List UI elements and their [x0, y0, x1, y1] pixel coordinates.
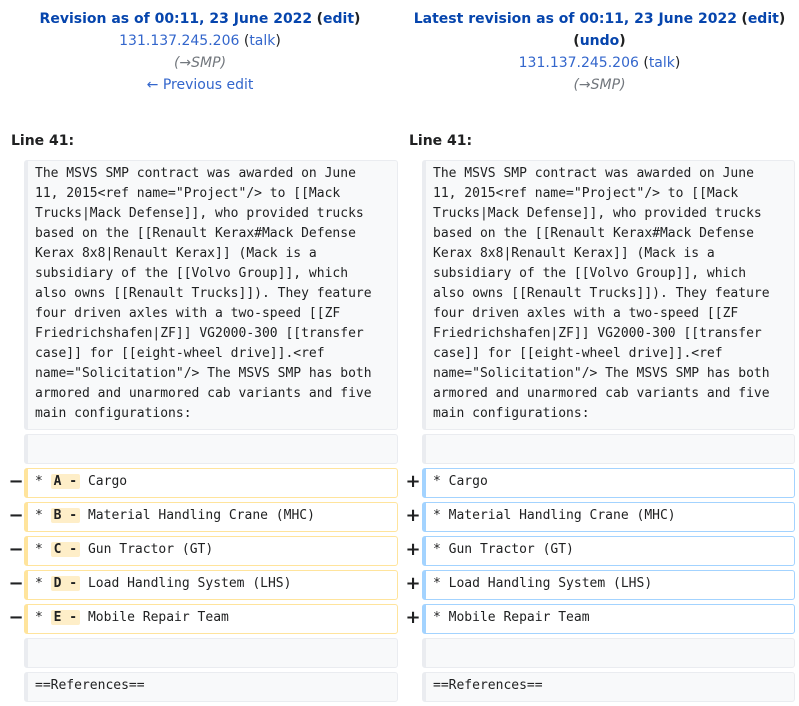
added-line: * Material Handling Crane (MHC)	[422, 502, 795, 532]
old-revision-link[interactable]: Revision as of 00:11, 23 June 2022	[39, 11, 313, 27]
new-revision-title-line: Latest revision as of 00:11, 23 June 202…	[413, 11, 786, 27]
removed-text-highlight: C -	[50, 542, 81, 557]
removed-text-highlight: A -	[50, 474, 81, 489]
references-heading-right: ==References==	[422, 672, 795, 702]
old-talk-link[interactable]: talk	[249, 33, 276, 49]
removed-line: * E - Mobile Repair Team	[24, 604, 398, 634]
deletion-marker: −	[8, 539, 24, 560]
new-talk-link[interactable]: talk	[648, 55, 675, 71]
blank-context-right	[422, 434, 795, 464]
old-revision-title-line: Revision as of 00:11, 23 June 2022 (edit…	[39, 11, 361, 27]
old-user-link[interactable]: 131.137.245.206	[119, 33, 240, 49]
added-line: * Mobile Repair Team	[422, 604, 795, 634]
line-number-left: Line 41:	[11, 133, 75, 149]
added-line: * Cargo	[422, 468, 795, 498]
previous-edit-link[interactable]: ← Previous edit	[146, 77, 254, 93]
old-edit-link[interactable]: edit	[323, 11, 355, 27]
removed-line: * A - Cargo	[24, 468, 398, 498]
references-heading-left: ==References==	[24, 672, 398, 702]
new-user-link[interactable]: 131.137.245.206	[518, 55, 639, 71]
addition-marker: +	[405, 607, 421, 628]
removed-line: * B - Material Handling Crane (MHC)	[24, 502, 398, 532]
old-summary-section-link[interactable]: →SMP	[179, 55, 221, 71]
removed-line: * C - Gun Tractor (GT)	[24, 536, 398, 566]
undo-link[interactable]: undo	[579, 33, 620, 49]
new-user-line: 131.137.245.206 (talk)	[518, 55, 681, 71]
blank-context-left	[24, 434, 398, 464]
addition-marker: +	[405, 505, 421, 526]
addition-marker: +	[405, 573, 421, 594]
removed-text-highlight: D -	[50, 576, 81, 591]
deletion-marker: −	[8, 505, 24, 526]
deletion-marker: −	[8, 607, 24, 628]
added-line: * Gun Tractor (GT)	[422, 536, 795, 566]
deletion-marker: −	[8, 471, 24, 492]
new-edit-link[interactable]: edit	[747, 11, 779, 27]
context-paragraph-left: The MSVS SMP contract was awarded on Jun…	[24, 160, 398, 430]
addition-marker: +	[405, 471, 421, 492]
added-line: * Load Handling System (LHS)	[422, 570, 795, 600]
old-revision-header: Revision as of 00:11, 23 June 2022 (edit…	[0, 8, 400, 96]
new-revision-header: Latest revision as of 00:11, 23 June 202…	[400, 8, 799, 96]
removed-line: * D - Load Handling System (LHS)	[24, 570, 398, 600]
removed-text-highlight: B -	[50, 508, 81, 523]
blank-context-right	[422, 638, 795, 668]
line-number-right: Line 41:	[409, 133, 473, 149]
old-edit-summary: (→SMP)	[173, 55, 227, 71]
old-user-line: 131.137.245.206 (talk)	[119, 33, 281, 49]
deletion-marker: −	[8, 573, 24, 594]
new-summary-section-link[interactable]: →SMP	[578, 77, 621, 93]
blank-context-left	[24, 638, 398, 668]
new-revision-link[interactable]: Latest revision as of 00:11, 23 June 202…	[413, 11, 737, 27]
context-paragraph-right: The MSVS SMP contract was awarded on Jun…	[422, 160, 795, 430]
removed-text-highlight: E -	[50, 610, 81, 625]
new-edit-summary: (→SMP)	[573, 77, 626, 93]
addition-marker: +	[405, 539, 421, 560]
